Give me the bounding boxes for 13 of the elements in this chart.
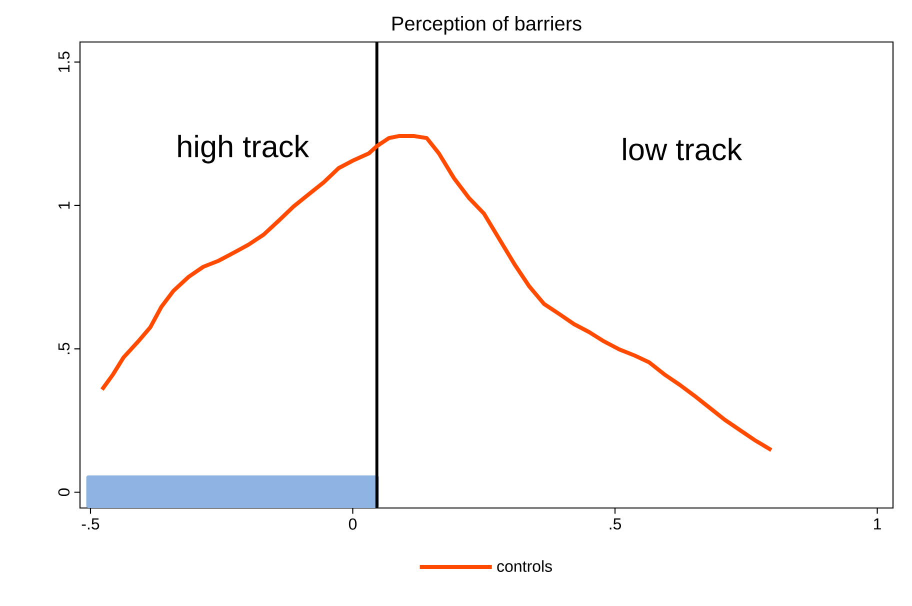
- y-tick-label: 1: [58, 202, 70, 209]
- x-tick-label: .5: [610, 518, 622, 530]
- x-tick-label: 1: [874, 518, 881, 530]
- y-tick-label: 1.5: [58, 52, 70, 72]
- annotation: high track: [178, 134, 310, 164]
- y-tick-label: .5: [58, 342, 70, 354]
- chart-title: Perception of barriers: [392, 16, 582, 35]
- y-tick-label: 0: [58, 488, 70, 496]
- annotation: low track: [623, 138, 742, 160]
- x-tick-label: -.5: [82, 518, 100, 530]
- x-tick-label: 0: [348, 518, 357, 530]
- line-series: [100, 134, 774, 452]
- legend-label: controls: [497, 560, 552, 572]
